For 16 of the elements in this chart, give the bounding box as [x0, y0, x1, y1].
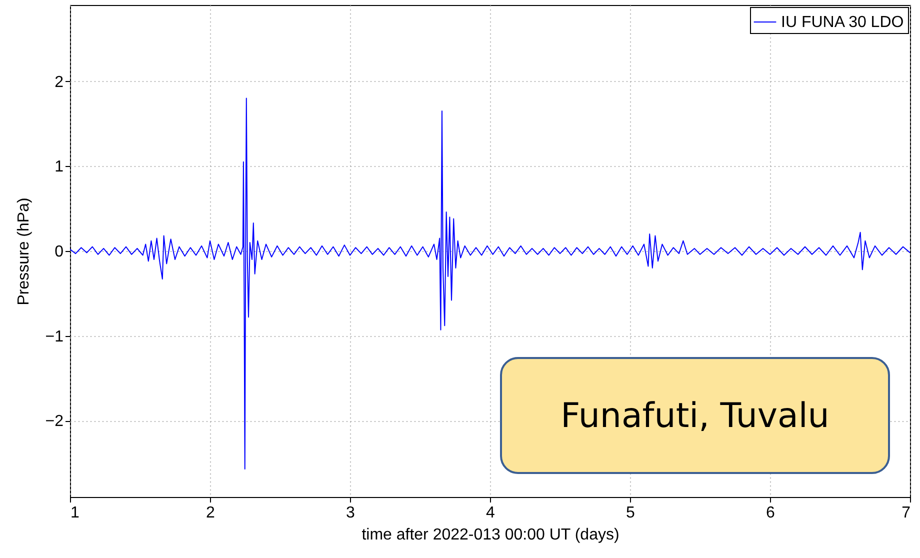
y-tick-label: −2 — [45, 413, 64, 430]
y-tick-label: 1 — [54, 158, 64, 176]
y-axis-title: Pressure (hPa) — [15, 198, 32, 306]
x-tick-label: 1 — [70, 504, 80, 522]
line-series — [70, 98, 910, 470]
x-tick-label: 4 — [486, 504, 496, 522]
legend-label: IU FUNA 30 LDO — [781, 14, 904, 31]
y-tick-label: 0 — [54, 244, 64, 260]
x-tick-label: 7 — [902, 504, 911, 522]
x-axis-title: time after 2022-013 00:00 UT (days) — [362, 526, 620, 544]
x-tick-label: 5 — [626, 504, 636, 522]
x-tick-label: 6 — [766, 504, 776, 522]
y-tick-label: 2 — [54, 74, 64, 91]
y-tick-label: −1 — [45, 328, 64, 346]
x-tick-label: 3 — [346, 504, 356, 522]
x-tick-label: 2 — [206, 504, 216, 522]
